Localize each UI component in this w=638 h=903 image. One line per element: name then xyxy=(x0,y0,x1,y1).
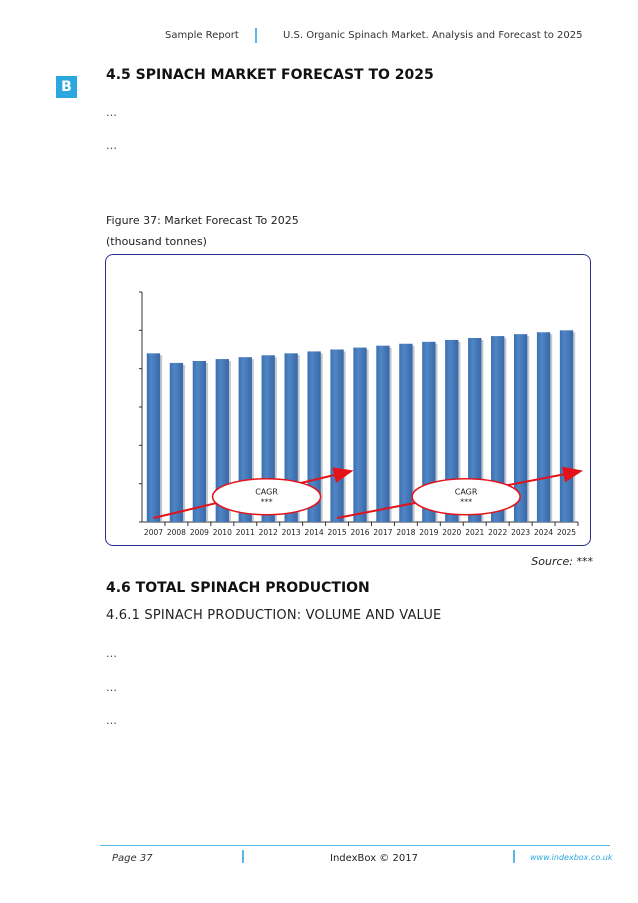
paragraph-placeholder: … xyxy=(106,647,117,660)
paragraph-placeholder: … xyxy=(106,139,117,152)
footer-separator xyxy=(242,850,244,863)
cagr-label: CAGR xyxy=(454,487,477,496)
x-tick-label: 2022 xyxy=(488,528,507,537)
bar xyxy=(146,352,160,522)
section-heading-4-6: 4.6 TOTAL SPINACH PRODUCTION xyxy=(106,580,370,596)
x-tick-label: 2025 xyxy=(556,528,575,537)
x-tick-label: 2018 xyxy=(396,528,415,537)
header-report-type: Sample Report xyxy=(165,30,239,41)
bar-chart: 2007 2008 2009 2010 2011 2012 2013 2014 2015 2016… xyxy=(138,291,583,537)
bar xyxy=(398,343,413,522)
x-tick-label: 2011 xyxy=(235,528,254,537)
x-tick-label: 2020 xyxy=(442,528,461,537)
x-tick-label: 2007 xyxy=(143,528,162,537)
x-tick-label: 2010 xyxy=(212,528,231,537)
cagr-value: *** xyxy=(460,497,472,506)
bar xyxy=(169,362,183,522)
bar xyxy=(215,358,229,522)
cagr-bubble xyxy=(211,477,321,515)
bar xyxy=(352,347,367,522)
bar xyxy=(513,333,527,522)
x-tick-label: 2015 xyxy=(327,528,346,537)
cagr-bubble xyxy=(410,477,521,515)
figure-caption: Figure 37: Market Forecast To 2025 xyxy=(106,214,299,227)
bar xyxy=(375,345,390,522)
cagr-label: CAGR xyxy=(255,487,278,496)
x-tick-label: 2023 xyxy=(511,528,530,537)
x-tick-label: 2017 xyxy=(373,528,392,537)
bar xyxy=(490,335,504,522)
bar xyxy=(444,339,458,522)
paragraph-placeholder: … xyxy=(106,106,117,119)
bar xyxy=(329,349,344,522)
x-tick-label: 2019 xyxy=(419,528,438,537)
bar xyxy=(467,337,481,522)
indexbox-logo: B xyxy=(56,76,77,98)
footer-website-link[interactable]: www.indexbox.co.uk xyxy=(530,853,613,862)
footer-rule xyxy=(100,845,610,846)
section-heading-4-5: 4.5 SPINACH MARKET FORECAST TO 2025 xyxy=(106,67,434,83)
header-separator xyxy=(255,28,257,43)
chart-frame: 2007 2008 2009 2010 2011 2012 2013 2014 2015 2016… xyxy=(105,254,591,546)
x-tick-label: 2009 xyxy=(189,528,208,537)
x-tick-label: 2024 xyxy=(534,528,553,537)
x-tick-label: 2014 xyxy=(304,528,323,537)
figure-source: Source: *** xyxy=(531,555,593,568)
bar xyxy=(536,331,550,522)
figure-unit: (thousand tonnes) xyxy=(106,235,207,248)
paragraph-placeholder: … xyxy=(106,714,117,727)
footer-copyright: IndexBox © 2017 xyxy=(330,853,418,864)
x-tick-label: 2016 xyxy=(350,528,369,537)
subsection-heading-4-6-1: 4.6.1 SPINACH PRODUCTION: VOLUME AND VAL… xyxy=(106,608,442,623)
bar xyxy=(559,329,573,522)
bar xyxy=(192,360,206,522)
x-tick-label: 2021 xyxy=(465,528,484,537)
footer-page-number: Page 37 xyxy=(112,853,153,864)
paragraph-placeholder: … xyxy=(106,681,117,694)
x-tick-label: 2012 xyxy=(258,528,277,537)
x-tick-label: 2013 xyxy=(281,528,300,537)
footer-separator xyxy=(513,850,515,863)
cagr-value: *** xyxy=(260,497,272,506)
bar xyxy=(421,341,435,522)
header-report-title: U.S. Organic Spinach Market. Analysis an… xyxy=(283,30,583,41)
x-tick-label: 2008 xyxy=(166,528,185,537)
